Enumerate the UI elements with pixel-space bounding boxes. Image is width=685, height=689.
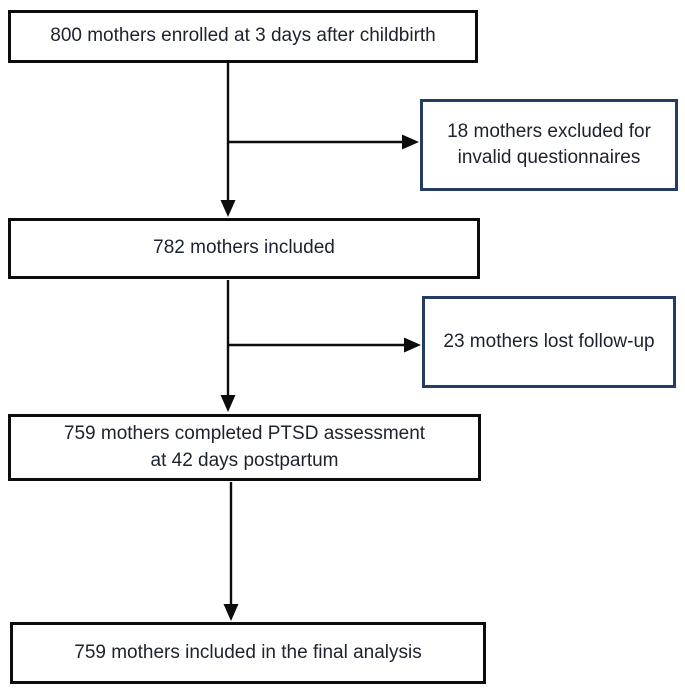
arrow-enrolled-to-included (220, 63, 236, 217)
flow-box-completed-assessment-label-line2: at 42 days postpartum (150, 449, 339, 471)
flow-box-included-label: 782 mothers included (153, 237, 335, 259)
flow-box-included: 782 mothers included (8, 218, 480, 279)
arrow-branch-lost (228, 337, 421, 353)
flow-box-excluded-label-line1: 18 mothers excluded for (447, 120, 651, 142)
arrow-completed-to-final (223, 482, 239, 621)
flow-box-lost-followup-label: 23 mothers lost follow-up (443, 330, 655, 352)
flow-box-final-analysis-label: 759 mothers included in the final analys… (74, 641, 422, 663)
flow-box-completed-assessment-label-line1: 759 mothers completed PTSD assessment (63, 423, 426, 445)
flow-box-excluded: 18 mothers excluded for invalid question… (420, 99, 678, 191)
flow-box-completed-assessment: 759 mothers completed PTSD assessment at… (8, 414, 481, 481)
flow-box-enrolled: 800 mothers enrolled at 3 days after chi… (8, 10, 478, 63)
flow-box-lost-followup: 23 mothers lost follow-up (422, 296, 676, 388)
flow-box-enrolled-label: 800 mothers enrolled at 3 days after chi… (50, 25, 436, 47)
flow-box-excluded-label-line2: invalid questionnaires (457, 147, 641, 168)
flow-box-final-analysis: 759 mothers included in the final analys… (10, 622, 486, 684)
arrow-included-to-completed (220, 280, 236, 412)
arrow-branch-excluded (228, 134, 419, 150)
